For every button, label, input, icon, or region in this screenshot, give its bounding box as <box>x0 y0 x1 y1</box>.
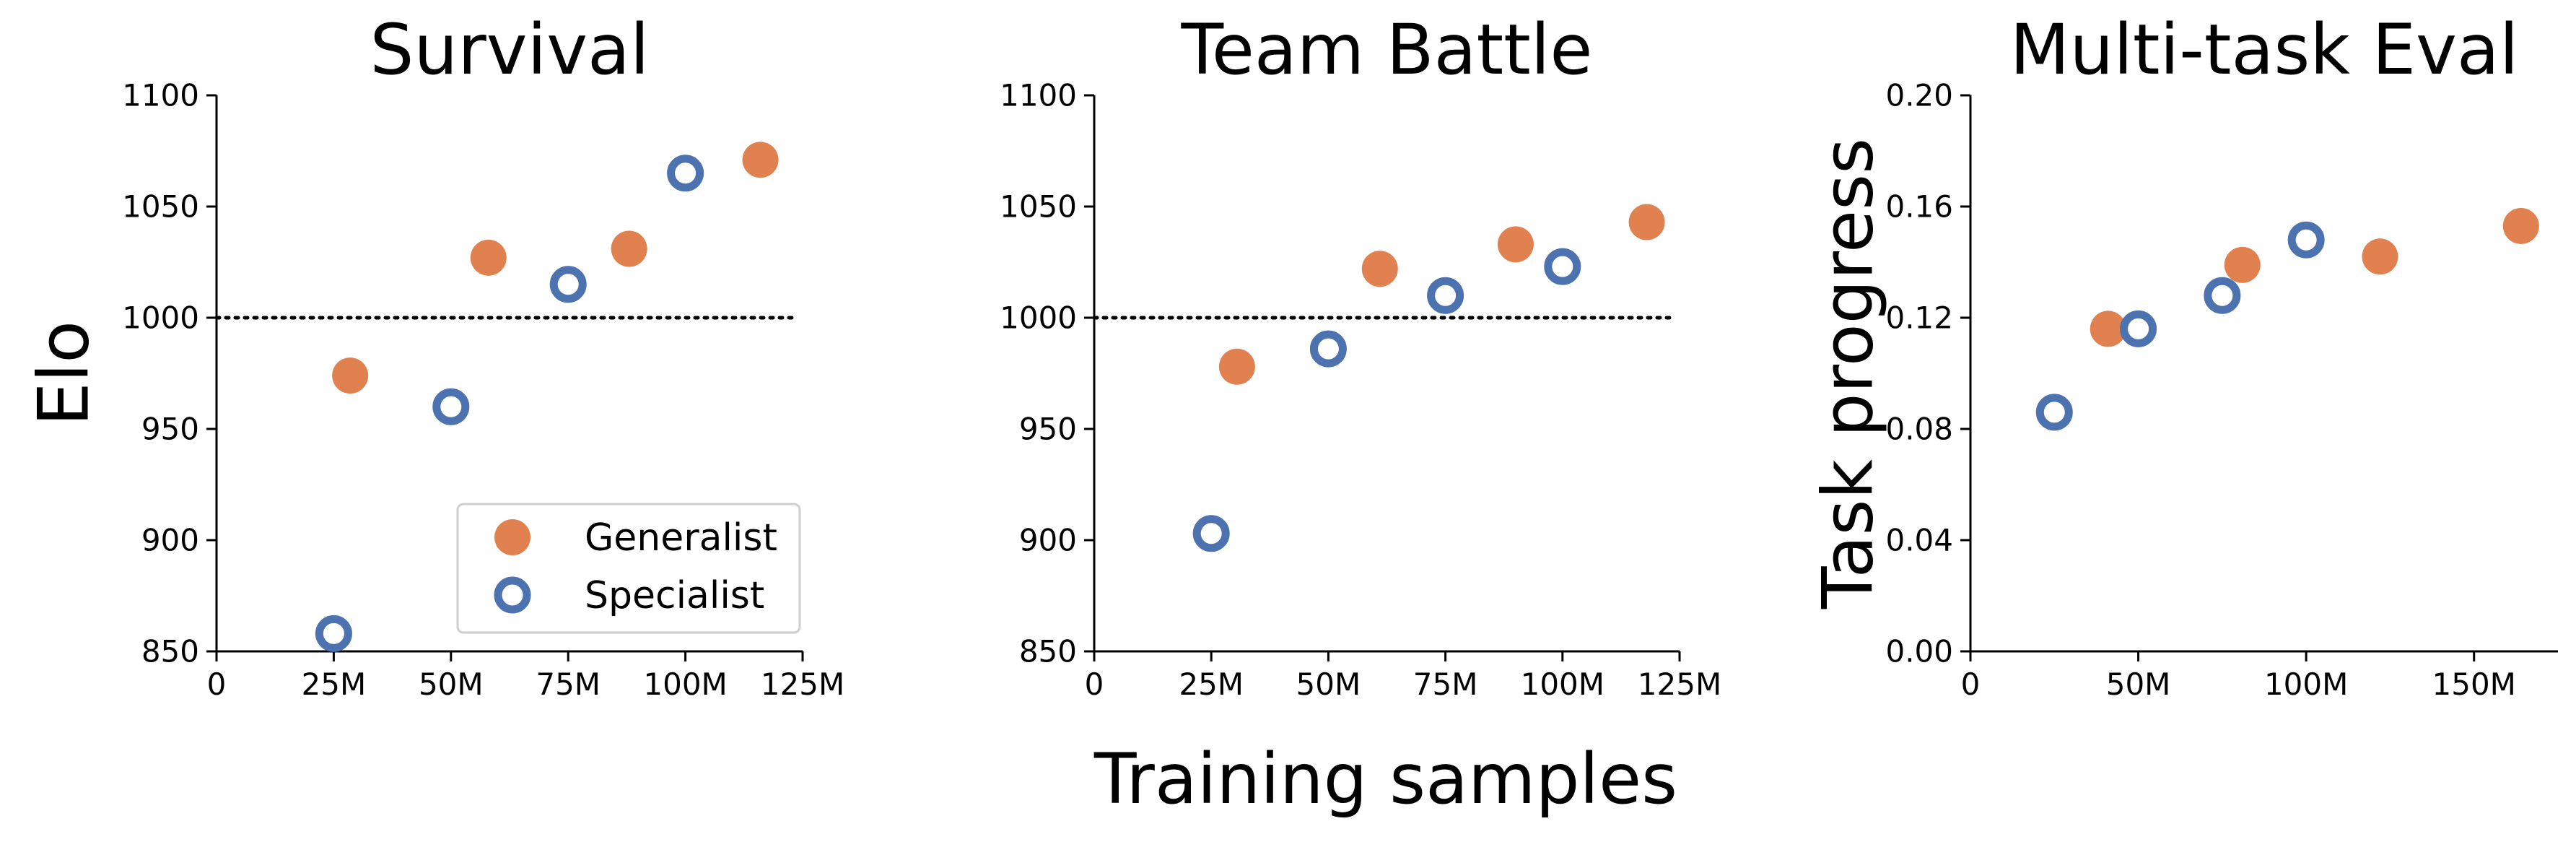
y-tick-label: 0.12 <box>1885 300 1953 336</box>
x-tick-label: 0 <box>207 667 227 702</box>
panel-title: Survival <box>370 9 649 90</box>
y-tick-label: 900 <box>1019 523 1077 558</box>
y-tick-label: 1100 <box>122 78 199 113</box>
data-point-specialist <box>2204 277 2241 314</box>
data-point-specialist <box>2287 221 2325 259</box>
data-point-specialist <box>2120 310 2157 347</box>
data-point-generalist <box>2502 207 2539 244</box>
y-tick-label: 900 <box>141 523 199 558</box>
legend-label-specialist: Specialist <box>585 574 764 617</box>
y-tick-label: 1100 <box>1000 78 1077 113</box>
data-point-specialist <box>432 388 470 425</box>
y-axis-label: Task progress <box>1808 138 1889 609</box>
data-point-specialist <box>1427 277 1464 314</box>
chart-panel-0: Survival Elo 850 900 950 1000 1050 1100 0 25M 50M 7… <box>24 9 845 702</box>
y-tick-label: 0.16 <box>1885 189 1953 225</box>
data-point-generalist <box>611 230 647 267</box>
y-tick-label: 1000 <box>122 300 199 336</box>
data-point-generalist <box>1361 251 1398 287</box>
x-tick-label: 100M <box>2264 667 2348 702</box>
data-point-specialist <box>667 155 704 192</box>
data-point-generalist <box>2362 238 2398 275</box>
data-point-specialist <box>1309 330 1347 368</box>
data-point-generalist <box>2090 311 2126 347</box>
x-tick-label: 150M <box>2432 667 2516 702</box>
y-tick-label: 950 <box>141 412 199 447</box>
shared-xlabel: Training samples <box>1093 739 1677 820</box>
data-point-specialist <box>549 266 587 303</box>
data-point-generalist <box>1218 348 1255 385</box>
x-tick-label: 25M <box>302 667 367 702</box>
y-tick-label: 850 <box>141 634 199 669</box>
data-point-specialist <box>1192 515 1230 552</box>
legend-label-generalist: Generalist <box>585 516 777 560</box>
y-tick-label: 0.00 <box>1885 634 1953 669</box>
x-tick-label: 25M <box>1179 667 1244 702</box>
data-point-specialist <box>315 615 352 652</box>
x-tick-label: 75M <box>1413 667 1478 702</box>
y-tick-label: 0.04 <box>1885 523 1953 558</box>
data-point-specialist <box>1544 248 1581 285</box>
x-tick-label: 125M <box>1638 667 1721 702</box>
y-tick-label: 0.08 <box>1885 412 1953 447</box>
legend-marker-specialist <box>494 576 531 614</box>
y-axis-label: Elo <box>24 321 105 426</box>
x-tick-label: 50M <box>1296 667 1361 702</box>
data-point-specialist <box>2035 394 2073 431</box>
y-tick-label: 1000 <box>1000 300 1077 336</box>
x-tick-label: 75M <box>536 667 601 702</box>
data-point-generalist <box>1628 204 1665 240</box>
data-point-generalist <box>1497 226 1534 263</box>
y-tick-label: 950 <box>1019 412 1077 447</box>
legend-box <box>456 503 801 634</box>
y-tick-label: 1050 <box>1000 189 1077 225</box>
x-tick-label: 0 <box>1961 667 1981 702</box>
chart-panel-1: Team Battle 850 900 950 1000 1050 1100 0 25M 50M 7… <box>1000 9 1721 702</box>
data-point-generalist <box>2224 246 2261 283</box>
y-tick-label: 1050 <box>122 189 199 225</box>
x-tick-label: 50M <box>2106 667 2171 702</box>
legend-marker-generalist <box>494 519 531 555</box>
x-tick-label: 125M <box>761 667 844 702</box>
x-tick-label: 100M <box>643 667 727 702</box>
data-point-generalist <box>332 357 369 394</box>
x-tick-label: 100M <box>1521 667 1604 702</box>
data-point-generalist <box>470 239 507 276</box>
x-tick-label: 50M <box>419 667 484 702</box>
legend: Generalist Specialist <box>456 503 801 634</box>
panel-title: Team Battle <box>1181 9 1593 90</box>
chart-panel-2: Multi-task Eval Task progress 0.00 0.04 0.08… <box>1808 9 2558 702</box>
y-tick-label: 0.20 <box>1885 78 1953 113</box>
panel-title: Multi-task Eval <box>2010 9 2519 90</box>
x-tick-label: 0 <box>1085 667 1104 702</box>
y-tick-label: 850 <box>1019 634 1077 669</box>
data-point-generalist <box>742 142 779 178</box>
